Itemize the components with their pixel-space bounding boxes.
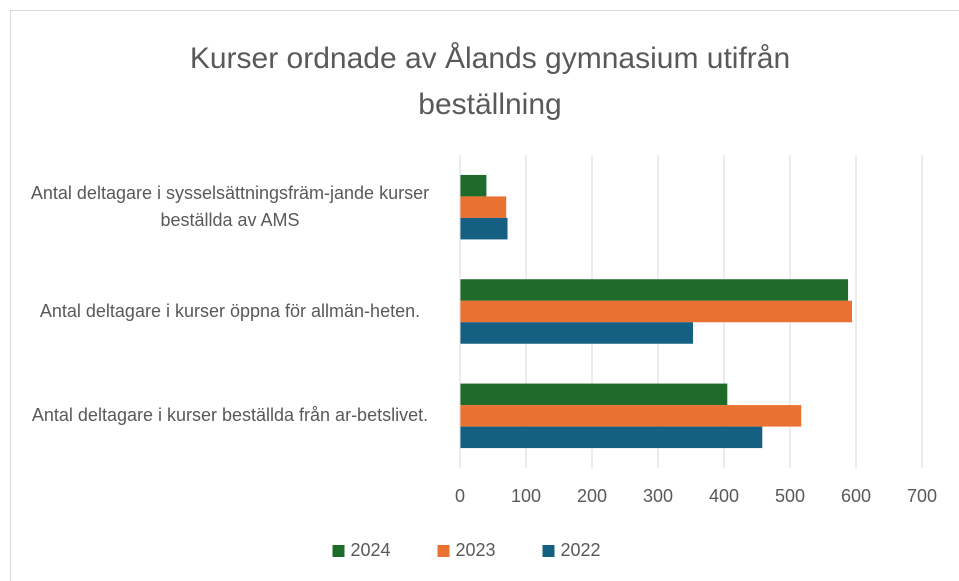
bar — [460, 196, 507, 218]
legend-swatch — [437, 545, 450, 557]
y-tick-label: Antal deltagare i sysselsättningsfräm-ja… — [30, 183, 430, 231]
chart-border — [10, 10, 959, 581]
bar — [460, 383, 728, 406]
bar — [460, 426, 763, 449]
chart-title: Kurser ordnade av Ålands gymnasium utifr… — [189, 42, 791, 121]
bar — [460, 322, 693, 344]
x-tick-label: 200 — [577, 486, 607, 506]
bar — [460, 217, 508, 240]
x-tick-label: 400 — [709, 486, 739, 506]
legend-swatch — [332, 545, 345, 557]
bar — [460, 405, 802, 427]
x-tick-label: 100 — [511, 486, 541, 506]
x-tick-label: 700 — [907, 486, 937, 506]
y-tick-label: Antal deltagare i kurser beställda från … — [31, 405, 429, 426]
legend-label: 2022 — [561, 540, 601, 560]
x-tick-label: 500 — [775, 486, 805, 506]
x-tick-label: 600 — [841, 486, 871, 506]
x-tick-label: 0 — [455, 486, 465, 506]
legend-label: 2023 — [456, 540, 496, 560]
bar — [460, 174, 487, 197]
x-tick-label: 300 — [643, 486, 673, 506]
bar — [460, 279, 849, 301]
legend-label: 2024 — [351, 540, 391, 560]
bar — [460, 300, 853, 323]
y-tick-label: Antal deltagare i kurser öppna för allmä… — [39, 301, 421, 321]
legend-swatch — [542, 545, 555, 557]
